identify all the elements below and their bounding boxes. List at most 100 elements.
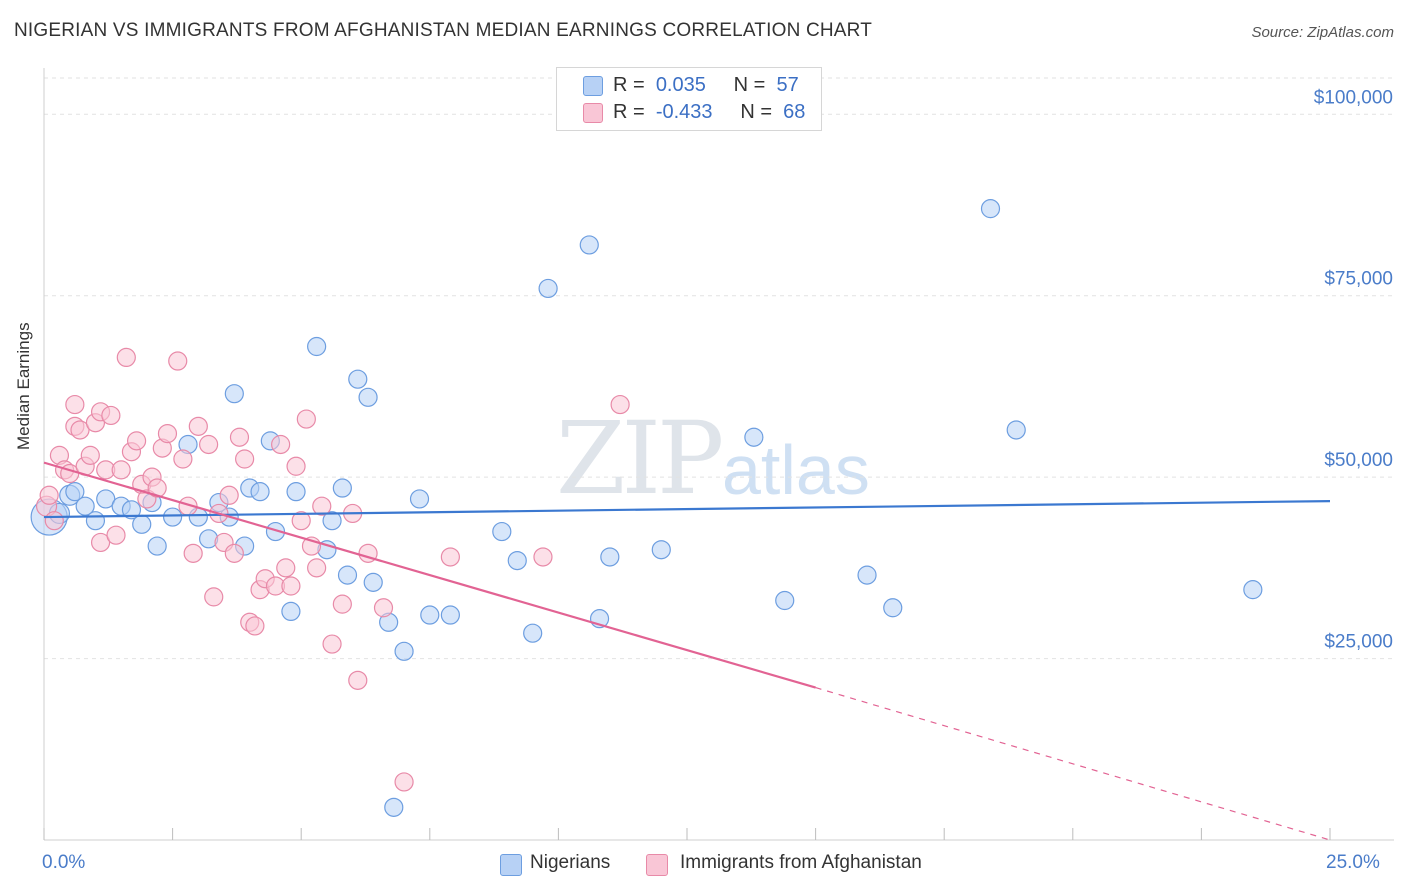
nigerian-point: [440, 605, 460, 625]
nigerian-trend-line: [43, 499, 1331, 519]
nigerian-point: [307, 336, 327, 357]
nigerian-point: [420, 605, 440, 625]
afghanistan-point: [224, 543, 244, 563]
source-label: Source: ZipAtlas.com: [1251, 24, 1394, 41]
afghanistan-point: [188, 416, 208, 436]
afghanistan-point: [106, 525, 126, 545]
nigerian-point: [75, 496, 95, 516]
trend-lines: [43, 461, 1331, 841]
afghanistan-point: [286, 456, 306, 476]
afghanistan-point: [271, 434, 291, 455]
y-tick-labels: $25,000 $50,000 $75,000 $100,000: [1314, 87, 1393, 652]
afghanistan-point: [394, 772, 414, 792]
legend-text: R = -0.433 N = 68: [613, 101, 805, 124]
nigerian-point: [332, 478, 352, 498]
afghanistan-point: [276, 558, 296, 578]
bottom-legend-label: Immigrants from Afghanistan: [680, 852, 922, 873]
afghanistan-point: [116, 347, 136, 367]
afghanistan-point: [281, 576, 301, 596]
nigerian-point: [337, 565, 358, 585]
afghanistan-point: [126, 431, 147, 451]
bottom-legend-swatch: [646, 854, 668, 876]
afghanistan-point: [70, 420, 90, 440]
n-label: N =: [740, 101, 773, 123]
n-label: N =: [733, 74, 766, 96]
nigerian-point: [651, 540, 671, 560]
afghanistan-point: [80, 445, 100, 465]
afghanistan-point: [348, 670, 368, 690]
afghanistan-point: [332, 594, 352, 614]
afghanistan-point: [610, 394, 630, 415]
nigerian-point: [65, 482, 85, 502]
r-value: -0.433: [655, 101, 713, 123]
nigerian-point: [286, 482, 306, 502]
r-value: 0.035: [655, 74, 706, 96]
afghanistan-point: [296, 409, 316, 429]
x-tick-label-min: 0.0%: [42, 852, 86, 873]
watermark-atlas: atlas: [722, 431, 870, 509]
afghanistan-point: [39, 485, 59, 505]
nigerian-point: [980, 199, 1001, 219]
r-label: R =: [613, 74, 645, 96]
nigerian-point: [507, 550, 527, 571]
bottom-legend-label: Nigerians: [530, 852, 611, 873]
axes: [43, 68, 1394, 841]
nigerian-point: [883, 598, 903, 618]
nigerian-point: [250, 482, 270, 502]
nigerian-point: [363, 572, 383, 592]
x-tick-label-max: 25.0%: [1326, 852, 1380, 873]
legend-swatch-nigerians: [583, 76, 603, 96]
nigerian-point: [600, 547, 620, 567]
afghanistan-point: [219, 485, 239, 505]
afghanistan-point: [235, 449, 255, 469]
stats-legend: R = 0.035 N = 57 R = -0.433 N = 68: [556, 67, 822, 131]
afghanistan-point: [312, 496, 332, 516]
afghanistan-point: [199, 434, 219, 455]
afghanistan-point: [307, 558, 327, 578]
nigerian-point: [579, 235, 599, 255]
nigerian-point: [538, 278, 558, 299]
afghanistan-point: [533, 547, 553, 567]
afghanistan-point: [168, 351, 188, 371]
nigerian-point: [85, 511, 106, 531]
afghanistan-point: [65, 394, 85, 415]
afghanistan-point: [322, 634, 342, 654]
bottom-legend-swatch: [500, 854, 522, 876]
y-tick-label: $50,000: [1324, 450, 1393, 471]
afghanistan-trend-extension: [815, 687, 1331, 841]
grid-lines: [44, 77, 1394, 660]
afghanistan-point: [101, 405, 121, 426]
afghanistan-point: [183, 543, 203, 563]
afghanistan-point: [373, 598, 394, 618]
nigerian-point: [121, 500, 142, 520]
legend-swatch-afghanistan: [583, 103, 603, 123]
nigerian-point: [132, 514, 152, 534]
nigerian-point: [265, 521, 286, 542]
r-label: R =: [613, 101, 645, 123]
y-tick-label: $75,000: [1324, 269, 1393, 290]
nigerian-point: [744, 427, 764, 447]
afghanistan-point: [229, 427, 250, 447]
y-tick-label: $25,000: [1324, 632, 1393, 653]
nigerian-point: [358, 387, 378, 407]
afghanistan-point: [204, 587, 224, 607]
afghanistan-point: [111, 460, 131, 480]
afghanistan-point: [147, 478, 167, 498]
series-points: [30, 199, 1263, 817]
nigerian-point: [224, 384, 244, 404]
chart-title: NIGERIAN VS IMMIGRANTS FROM AFGHANISTAN …: [14, 20, 873, 41]
afghanistan-point: [157, 424, 178, 444]
legend-text: R = 0.035 N = 57: [613, 74, 799, 97]
nigerian-point: [281, 601, 301, 622]
nigerian-point: [147, 536, 167, 556]
nigerian-point: [775, 590, 795, 611]
afghanistan-trend-line: [43, 461, 816, 689]
nigerian-point: [322, 511, 342, 531]
afghanistan-point: [173, 449, 193, 469]
nigerian-point: [409, 489, 430, 509]
nigerian-point: [492, 521, 512, 542]
nigerian-point: [1006, 420, 1026, 440]
nigerian-point: [523, 623, 543, 643]
afghanistan-point: [44, 511, 64, 531]
